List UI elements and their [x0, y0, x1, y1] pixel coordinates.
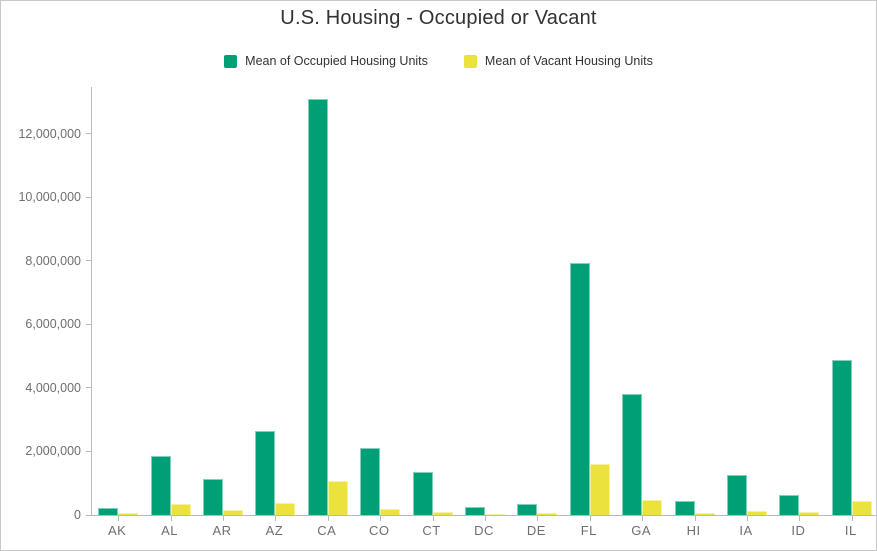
- x-axis-tick: [432, 515, 434, 521]
- y-axis-tick-label: 0: [74, 508, 81, 522]
- bar-occupied-FL[interactable]: [569, 263, 590, 515]
- bar-vacant-FL[interactable]: [589, 464, 610, 515]
- bar-occupied-DE[interactable]: [517, 504, 538, 515]
- x-axis-label-GA: GA: [631, 523, 652, 538]
- x-axis-tick: [485, 515, 486, 521]
- x-axis-tick: [275, 515, 277, 521]
- y-axis-tick-label: 6,000,000: [25, 317, 81, 332]
- bar-occupied-DC[interactable]: [465, 507, 485, 515]
- x-axis-label-DC: DC: [474, 523, 494, 538]
- bar-vacant-GA[interactable]: [642, 500, 663, 515]
- x-axis-tick: [118, 515, 120, 521]
- legend-swatch-vacant-icon: [463, 54, 477, 68]
- bar-occupied-AZ[interactable]: [255, 431, 276, 515]
- bar-vacant-AZ[interactable]: [275, 503, 296, 515]
- y-axis-tick-label: 2,000,000: [25, 444, 81, 459]
- x-axis-label-IA: IA: [739, 523, 753, 538]
- y-axis-tick: [86, 514, 92, 516]
- x-axis-label-ID: ID: [791, 523, 806, 538]
- x-axis-labels: AK AL AR AZ CA CO CT DC DE FL GA HI IA ID IL: [91, 523, 876, 543]
- bar-vacant-AK[interactable]: [118, 513, 139, 515]
- y-axis-tick: [86, 387, 92, 389]
- x-axis-label-CT: CT: [422, 523, 441, 538]
- bar-occupied-GA[interactable]: [622, 394, 643, 515]
- y-axis-tick-label: 10,000,000: [18, 190, 81, 205]
- x-axis-label-FL: FL: [580, 523, 597, 538]
- x-axis-tick: [537, 515, 539, 521]
- bar-vacant-DE[interactable]: [537, 513, 558, 515]
- y-axis-tick: [86, 133, 92, 135]
- bar-occupied-IA[interactable]: [727, 475, 747, 515]
- x-axis-tick: [380, 515, 382, 521]
- x-axis-label-AK: AK: [108, 523, 127, 538]
- bar-vacant-IL[interactable]: [851, 501, 872, 515]
- x-axis-tick: [694, 515, 696, 521]
- y-axis-tick: [86, 260, 92, 262]
- plot-area: [86, 87, 876, 521]
- y-axis-tick-label: 4,000,000: [25, 380, 81, 395]
- y-axis-tick-label: 12,000,000: [18, 126, 81, 141]
- bar-occupied-AK[interactable]: [98, 508, 119, 515]
- bar-occupied-IL[interactable]: [831, 360, 852, 515]
- y-axis-tick: [86, 196, 92, 198]
- x-axis-tick: [589, 515, 591, 521]
- bar-vacant-CA[interactable]: [327, 481, 348, 515]
- bar-vacant-HI[interactable]: [694, 513, 715, 515]
- bar-occupied-ID[interactable]: [779, 495, 800, 515]
- x-axis-tick: [170, 515, 172, 521]
- legend-item-vacant[interactable]: Mean of Vacant Housing Units: [463, 54, 653, 68]
- x-axis-label-CO: CO: [368, 523, 390, 538]
- bar-occupied-AL[interactable]: [150, 456, 171, 515]
- y-axis-tick-label: 8,000,000: [25, 253, 81, 268]
- legend: Mean of Occupied Housing Units Mean of V…: [1, 54, 876, 68]
- bar-vacant-AR[interactable]: [223, 510, 243, 515]
- bar-vacant-DC[interactable]: [485, 514, 505, 515]
- bar-occupied-CO[interactable]: [360, 448, 381, 515]
- legend-swatch-occupied-icon: [224, 54, 238, 68]
- x-axis-label-AR: AR: [212, 523, 232, 538]
- x-axis-label-HI: HI: [686, 523, 701, 538]
- x-axis-tick: [642, 515, 644, 521]
- y-axis-tick: [86, 323, 92, 325]
- x-axis-tick: [327, 515, 329, 521]
- bar-vacant-ID[interactable]: [799, 512, 820, 515]
- x-axis-label-AL: AL: [161, 523, 179, 538]
- x-axis-label-IL: IL: [844, 523, 857, 538]
- bar-vacant-CT[interactable]: [432, 512, 453, 515]
- x-axis-tick: [223, 515, 224, 521]
- x-axis-label-DE: DE: [526, 523, 546, 538]
- legend-label-vacant: Mean of Vacant Housing Units: [484, 54, 653, 68]
- x-axis-label-CA: CA: [317, 523, 337, 538]
- x-axis-tick: [851, 515, 853, 521]
- bar-vacant-AL[interactable]: [170, 504, 191, 515]
- bar-vacant-CO[interactable]: [380, 509, 401, 515]
- x-axis-tick: [747, 515, 748, 521]
- x-axis-tick: [799, 515, 801, 521]
- bar-vacant-IA[interactable]: [747, 511, 767, 515]
- legend-label-occupied: Mean of Occupied Housing Units: [245, 54, 428, 68]
- y-axis-labels: 0 2,000,000 4,000,000 6,000,000 8,000,000 10,…: [1, 87, 81, 522]
- bar-occupied-CT[interactable]: [412, 472, 433, 515]
- legend-item-occupied[interactable]: Mean of Occupied Housing Units: [224, 54, 428, 68]
- x-axis-label-AZ: AZ: [265, 523, 284, 538]
- chart-title: U.S. Housing - Occupied or Vacant: [280, 7, 597, 29]
- y-axis-tick: [86, 450, 92, 452]
- bar-occupied-AR[interactable]: [203, 479, 223, 515]
- bar-occupied-HI[interactable]: [674, 501, 695, 515]
- bar-occupied-CA[interactable]: [307, 99, 328, 515]
